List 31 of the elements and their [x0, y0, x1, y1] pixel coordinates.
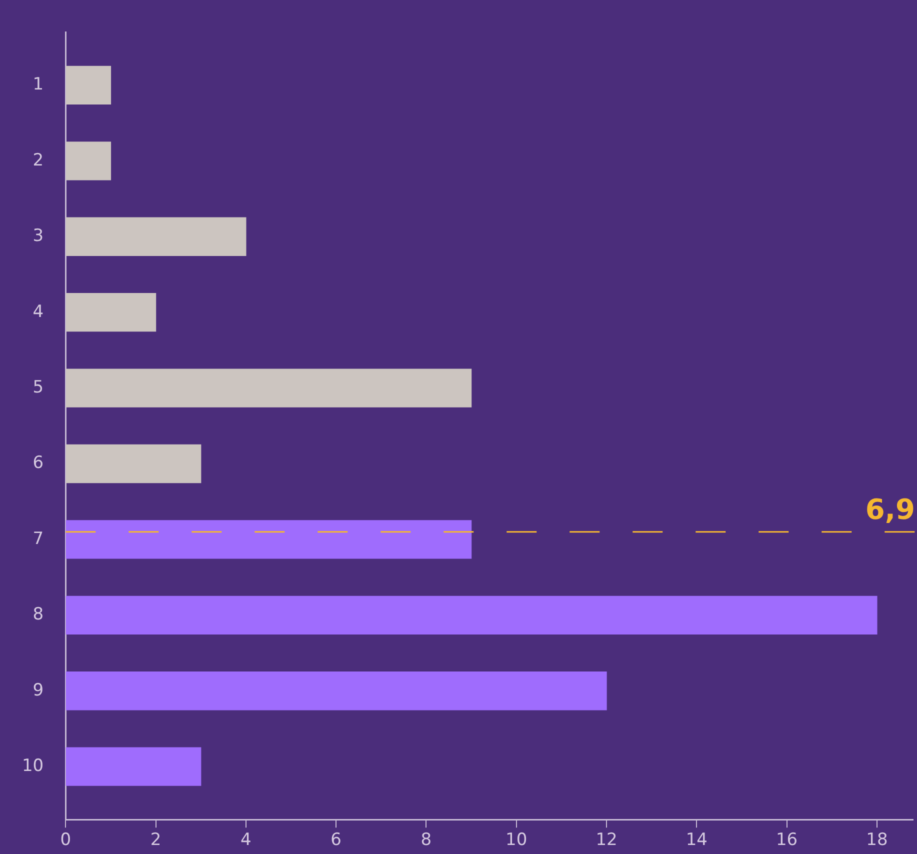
y-tick-label: 4	[32, 302, 44, 322]
y-tick-label: 6	[32, 453, 44, 474]
bar	[66, 596, 878, 635]
bar	[66, 142, 112, 180]
bar	[66, 747, 202, 786]
y-tick-label: 2	[32, 150, 44, 170]
y-tick-label: 8	[32, 604, 44, 625]
bar	[66, 217, 246, 256]
x-tick-label: 16	[776, 830, 798, 850]
x-tick-label: 10	[506, 830, 528, 850]
x-tick-label: 12	[596, 830, 618, 850]
y-tick-label: 3	[32, 226, 44, 246]
y-tick-label: 9	[32, 680, 44, 700]
bar	[66, 520, 472, 559]
x-tick-label: 14	[686, 830, 708, 850]
x-tick-label: 4	[240, 830, 252, 850]
bar	[66, 293, 156, 332]
ref-line-label: 6,9	[865, 493, 915, 526]
y-tick-label: 7	[32, 528, 44, 549]
bar	[66, 672, 607, 710]
bar	[66, 66, 112, 105]
x-tick-label: 8	[420, 830, 432, 850]
x-tick-label: 2	[150, 830, 162, 850]
y-tick-label: 10	[22, 756, 44, 776]
x-tick-label: 18	[866, 830, 888, 850]
x-tick-label: 6	[330, 830, 342, 850]
x-tick-label: 0	[60, 830, 72, 850]
y-tick-label: 1	[32, 74, 44, 95]
y-tick-label: 5	[32, 377, 44, 398]
bar	[66, 444, 202, 484]
bar	[66, 368, 472, 408]
